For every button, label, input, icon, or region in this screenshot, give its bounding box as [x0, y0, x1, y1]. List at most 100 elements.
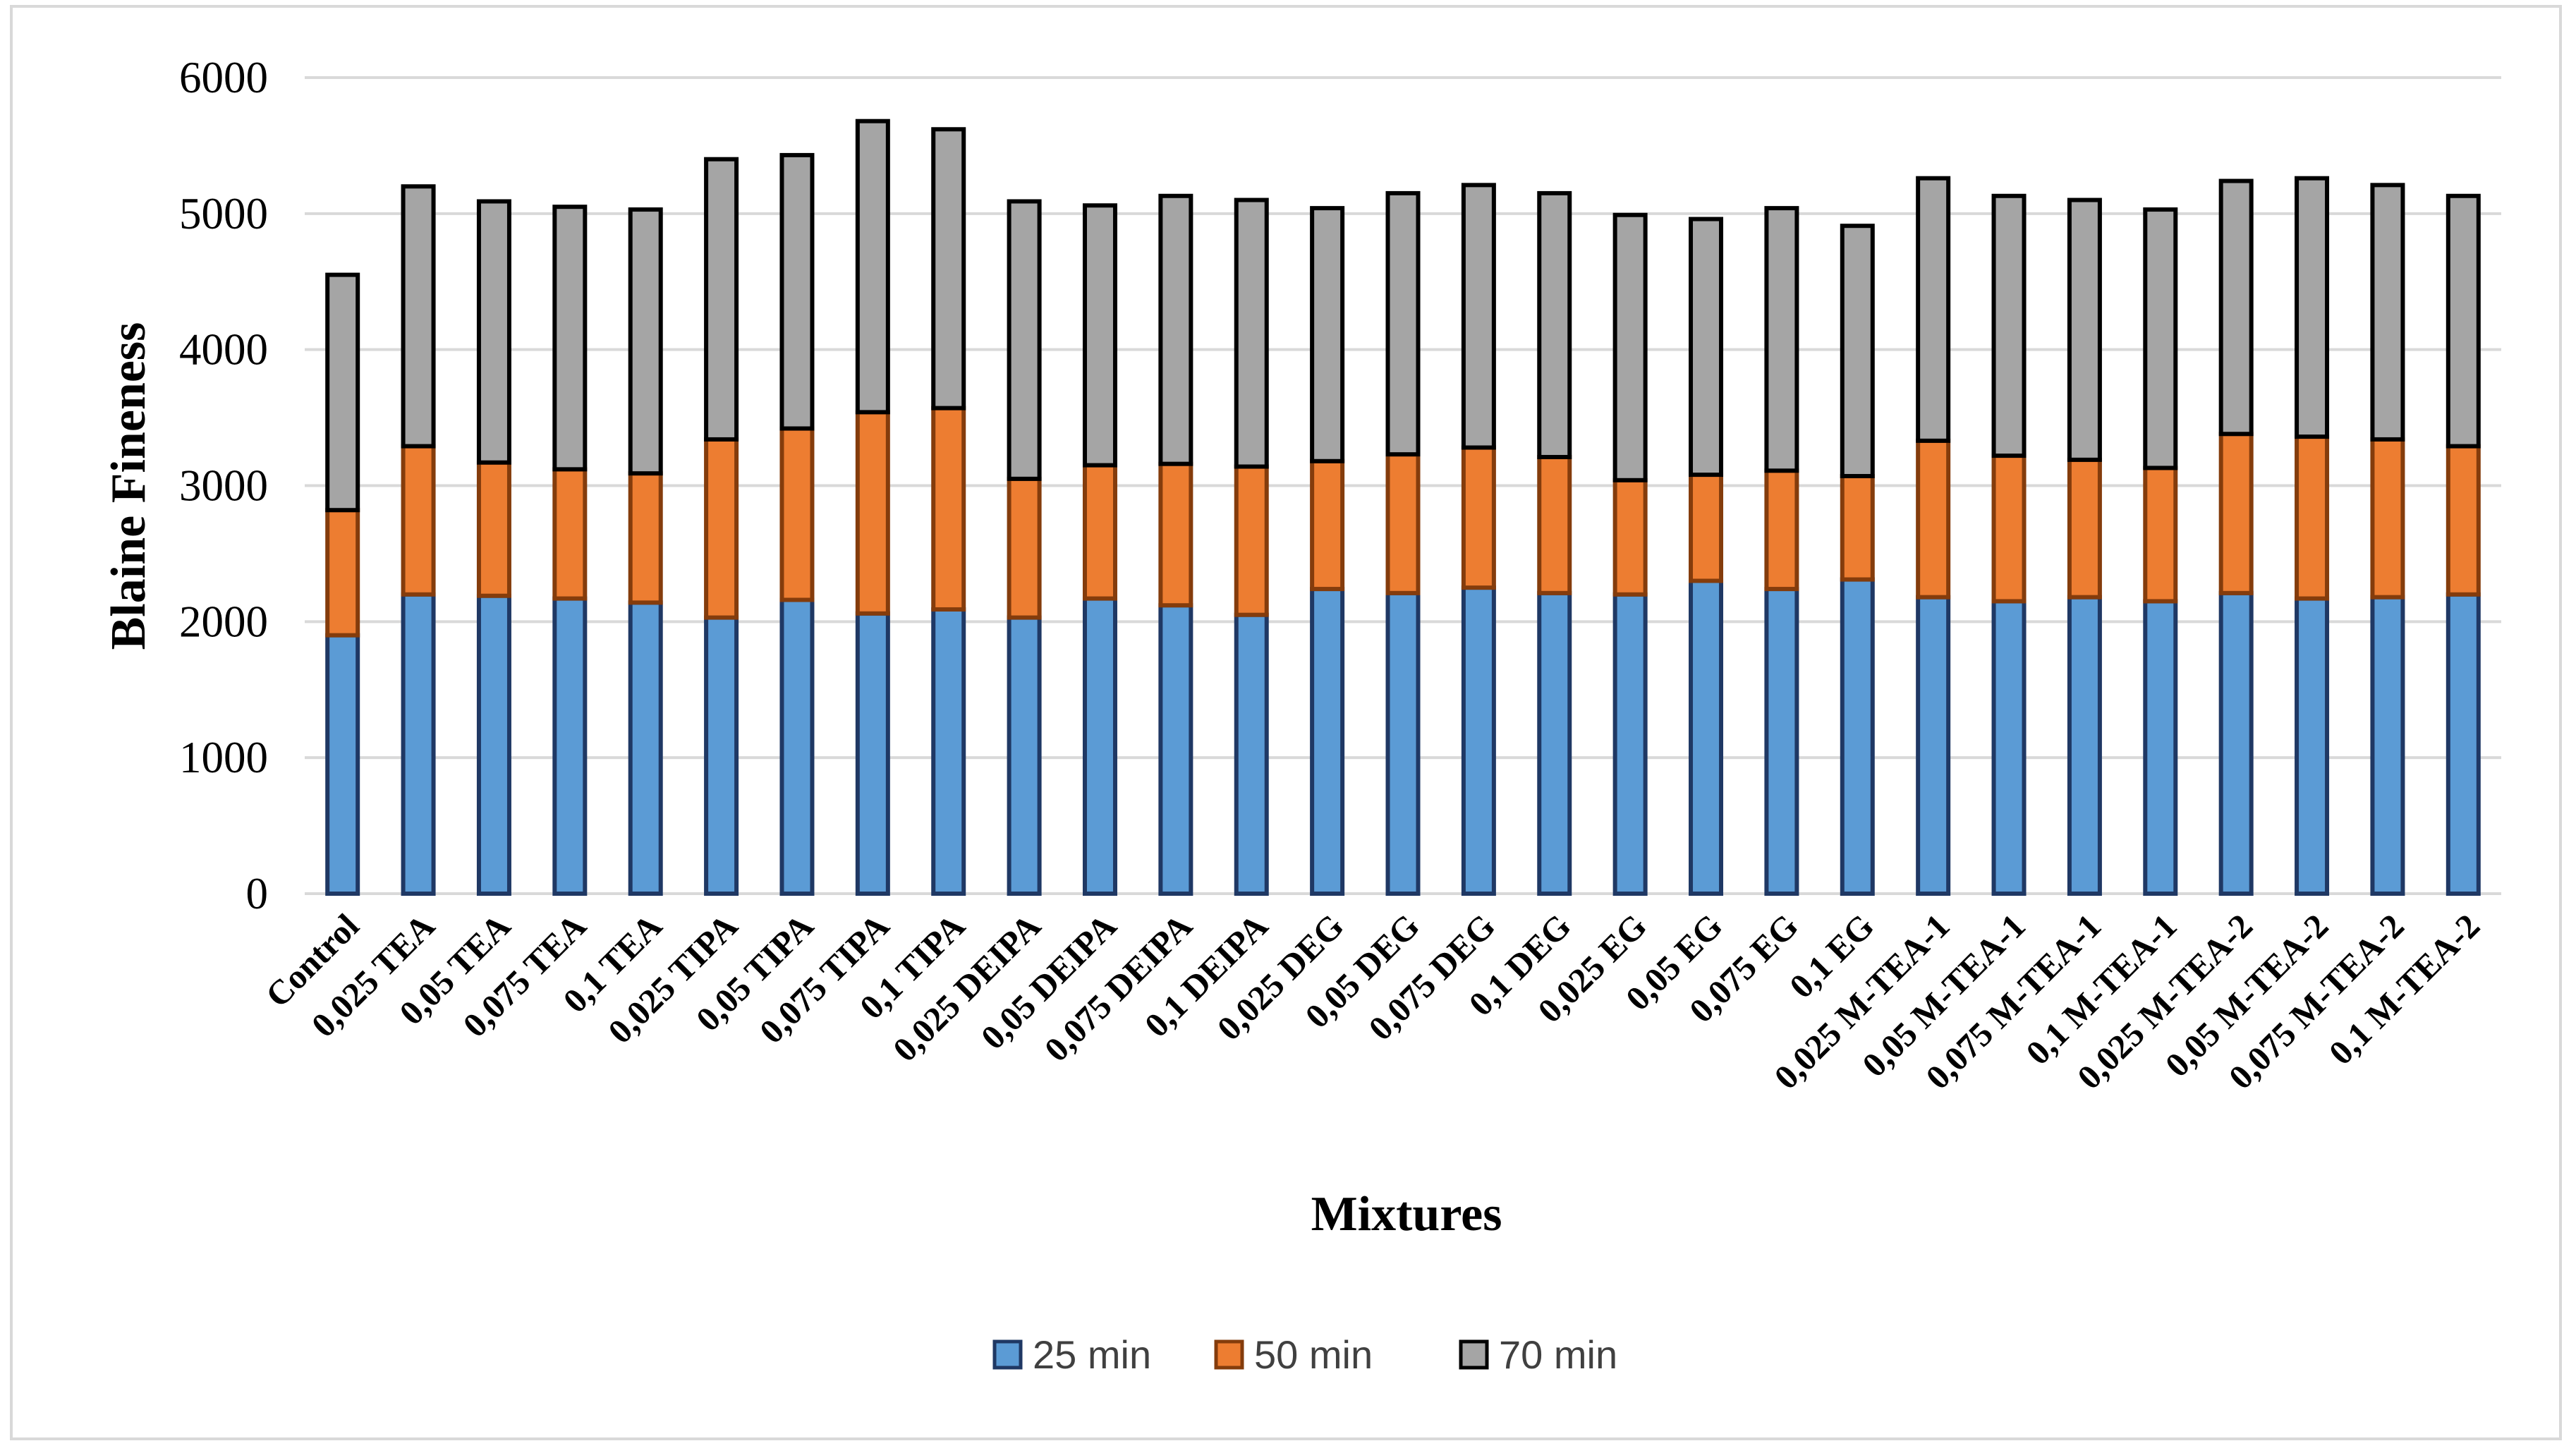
bar-50-min-26 — [2295, 434, 2330, 601]
bar-25-min-21 — [1916, 595, 1951, 896]
bar-70-min-18 — [1689, 217, 1724, 478]
bar-70-min-11 — [1158, 193, 1193, 466]
y-tick-label: 0 — [246, 869, 269, 918]
bar-50-min-17 — [1612, 478, 1648, 597]
bar-50-min-14 — [1385, 452, 1421, 595]
legend-label: 25 min — [1033, 1332, 1151, 1377]
bar-50-min-16 — [1537, 455, 1572, 595]
bar-70-min-2 — [476, 199, 511, 465]
bar-50-min-19 — [1764, 468, 1799, 592]
bar-25-min-10 — [1082, 596, 1117, 896]
bar-50-min-12 — [1234, 464, 1269, 617]
bar-50-min-28 — [2446, 444, 2481, 597]
bar-70-min-4 — [628, 207, 663, 476]
bar-70-min-21 — [1916, 176, 1951, 443]
chart-frame: 0 1000 2000 3000 4000 5000 6000 Control 0,025 T… — [10, 5, 2562, 1440]
bar-50-min-22 — [1991, 454, 2027, 604]
bar-25-min-25 — [2218, 590, 2254, 896]
legend-label: 50 min — [1254, 1332, 1373, 1377]
bar-50-min-24 — [2143, 466, 2178, 604]
bar-70-min-6 — [779, 152, 815, 431]
bar-25-min-6 — [779, 597, 815, 896]
y-tick-label: 3000 — [179, 461, 268, 511]
bar-50-min-23 — [2067, 457, 2102, 600]
bar-70-min-19 — [1764, 206, 1799, 473]
bar-25-min-24 — [2143, 599, 2178, 896]
bar-50-min-9 — [1007, 476, 1042, 620]
bar-70-min-27 — [2370, 183, 2405, 442]
bar-25-min-8 — [931, 607, 966, 896]
bar-70-min-16 — [1537, 190, 1572, 460]
bar-70-min-15 — [1461, 183, 1496, 450]
legend-swatch — [992, 1339, 1023, 1370]
bars — [325, 118, 2481, 896]
bar-25-min-13 — [1310, 587, 1345, 896]
bar-70-min-24 — [2143, 207, 2178, 470]
y-tick-label: 2000 — [179, 597, 268, 646]
bar-70-min-0 — [325, 272, 360, 513]
bar-25-min-1 — [401, 592, 436, 896]
bar-25-min-7 — [855, 611, 890, 896]
bar-50-min-7 — [855, 410, 890, 616]
bar-25-min-27 — [2370, 595, 2405, 896]
bar-25-min-18 — [1689, 578, 1724, 896]
legend-swatch — [1459, 1339, 1489, 1370]
bar-70-min-1 — [401, 184, 436, 449]
bar-70-min-7 — [855, 118, 890, 415]
bar-50-min-1 — [401, 444, 436, 597]
bar-70-min-13 — [1310, 206, 1345, 463]
bar-70-min-26 — [2295, 176, 2330, 439]
bar-50-min-21 — [1916, 438, 1951, 600]
bar-50-min-4 — [628, 471, 663, 605]
bar-25-min-26 — [2295, 596, 2330, 896]
bar-50-min-13 — [1310, 458, 1345, 592]
bar-70-min-9 — [1007, 199, 1042, 481]
bar-25-min-12 — [1234, 612, 1269, 896]
bar-50-min-2 — [476, 460, 511, 598]
legend-item-50-min: 50 min — [1214, 1332, 1373, 1377]
bar-25-min-9 — [1007, 615, 1042, 896]
bar-50-min-8 — [931, 406, 966, 612]
bar-70-min-8 — [931, 127, 966, 411]
bar-25-min-17 — [1612, 592, 1648, 896]
bar-70-min-3 — [552, 205, 588, 472]
bar-25-min-23 — [2067, 595, 2102, 896]
bar-25-min-16 — [1537, 590, 1572, 896]
bar-70-min-25 — [2218, 178, 2254, 437]
legend-swatch — [1214, 1339, 1244, 1370]
y-tick-labels: 0 1000 2000 3000 4000 5000 6000 — [179, 53, 268, 918]
bar-50-min-6 — [779, 426, 815, 602]
legend-item-25-min: 25 min — [992, 1332, 1151, 1377]
bar-25-min-19 — [1764, 587, 1799, 896]
y-tick-label: 5000 — [179, 189, 268, 238]
bar-50-min-20 — [1840, 474, 1875, 582]
bar-25-min-3 — [552, 596, 588, 896]
bar-50-min-18 — [1689, 473, 1724, 583]
bar-25-min-20 — [1840, 577, 1875, 896]
bar-70-min-23 — [2067, 197, 2102, 462]
bar-50-min-10 — [1082, 463, 1117, 601]
bar-70-min-12 — [1234, 197, 1269, 469]
legend: 25 min 50 min 70 min — [992, 1332, 1617, 1377]
bar-70-min-20 — [1840, 224, 1875, 479]
y-tick-label: 1000 — [179, 733, 268, 782]
bar-25-min-4 — [628, 600, 663, 896]
bar-50-min-11 — [1158, 461, 1193, 608]
bar-25-min-22 — [1991, 599, 2027, 896]
bar-25-min-2 — [476, 593, 511, 896]
bar-50-min-27 — [2370, 437, 2405, 600]
bar-25-min-0 — [325, 633, 360, 896]
bar-70-min-5 — [704, 157, 739, 442]
bar-70-min-10 — [1082, 203, 1117, 468]
y-axis-title: Blaine Fineness — [102, 322, 156, 650]
bar-50-min-25 — [2218, 432, 2254, 595]
bar-50-min-3 — [552, 467, 588, 601]
bar-50-min-0 — [325, 508, 360, 638]
bar-70-min-14 — [1385, 190, 1421, 457]
bar-25-min-28 — [2446, 592, 2481, 896]
legend-item-70-min: 70 min — [1459, 1332, 1617, 1377]
bar-50-min-5 — [704, 437, 739, 620]
y-tick-label: 6000 — [179, 53, 268, 102]
